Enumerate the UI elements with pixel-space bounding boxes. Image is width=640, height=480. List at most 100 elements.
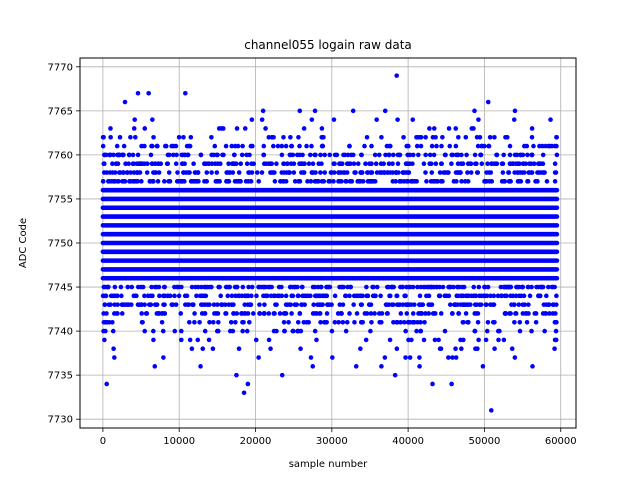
data-point: [482, 284, 488, 290]
y-tick-label: 7750: [48, 239, 73, 250]
data-point: [256, 179, 262, 184]
data-point: [459, 346, 464, 352]
data-point: [426, 284, 431, 290]
data-point: [351, 293, 357, 299]
data-point: [203, 293, 209, 299]
data-point: [306, 319, 311, 325]
data-point: [240, 328, 245, 334]
data-point: [349, 179, 355, 184]
data-point: [263, 284, 268, 290]
data-point: [473, 311, 479, 316]
data-point: [191, 302, 196, 307]
data-point: [248, 302, 254, 307]
data-point: [347, 293, 352, 299]
data-point: [126, 152, 132, 158]
data-point: [390, 161, 395, 167]
data-point: [465, 161, 471, 167]
data-point: [227, 170, 233, 175]
data-point: [362, 311, 368, 316]
data-point: [550, 311, 556, 316]
data-point: [179, 179, 185, 184]
data-point: [172, 328, 178, 334]
data-point: [200, 346, 206, 352]
data-point: [332, 293, 338, 299]
data-point: [344, 319, 350, 325]
data-point: [429, 302, 435, 307]
data-point: [261, 143, 267, 149]
data-point: [455, 152, 461, 158]
data-point: [135, 284, 141, 290]
data-point: [364, 134, 370, 140]
data-point: [229, 302, 234, 307]
data-point: [308, 355, 314, 360]
data-point: [275, 143, 281, 149]
data-point: [536, 293, 541, 299]
data-point: [491, 293, 497, 299]
data-point: [355, 179, 360, 184]
data-point: [112, 284, 118, 290]
data-point: [450, 152, 456, 158]
data-point: [414, 143, 420, 149]
data-point: [232, 143, 238, 149]
data-point: [464, 152, 469, 158]
data-point: [148, 302, 153, 307]
data-point: [216, 284, 221, 290]
data-point: [369, 143, 374, 149]
data-point: [128, 134, 133, 140]
data-point: [393, 170, 399, 175]
data-point: [395, 161, 401, 167]
data-point: [240, 143, 245, 149]
data-point: [324, 311, 330, 316]
data-point: [328, 170, 334, 175]
data-point: [158, 161, 164, 167]
data-point: [281, 319, 287, 325]
data-point: [536, 161, 541, 167]
data-point: [340, 284, 345, 290]
data-point: [220, 126, 226, 131]
data-point: [402, 293, 408, 299]
data-point: [446, 126, 452, 131]
data-point: [373, 293, 378, 299]
data-point: [358, 302, 364, 307]
data-point: [484, 328, 490, 334]
data-point: [451, 284, 456, 290]
data-point: [404, 311, 410, 316]
data-point: [414, 328, 419, 334]
data-point: [461, 319, 466, 325]
data-point: [285, 161, 290, 167]
data-point: [283, 302, 289, 307]
data-point: [390, 302, 396, 307]
data-point: [341, 152, 346, 158]
data-point: [298, 346, 303, 352]
data-point: [351, 302, 356, 307]
data-point: [418, 284, 424, 290]
data-point: [442, 328, 448, 334]
data-point: [176, 134, 182, 140]
data-point: [327, 152, 332, 158]
y-tick-label: 7755: [48, 194, 73, 205]
data-point: [240, 284, 246, 290]
data-point-band: [100, 249, 560, 255]
data-point-outlier: [183, 90, 188, 96]
data-point: [256, 355, 261, 360]
data-point: [434, 179, 440, 184]
data-points: [100, 73, 560, 413]
data-point-band: [100, 258, 560, 263]
data-point: [103, 328, 108, 334]
data-point: [125, 284, 131, 290]
data-point: [540, 284, 546, 290]
data-point: [101, 284, 107, 290]
y-tick-label: 7770: [48, 62, 73, 73]
data-point: [406, 337, 411, 343]
data-point: [531, 143, 536, 149]
data-point: [297, 152, 302, 158]
data-point: [134, 293, 139, 299]
data-point: [165, 161, 171, 167]
data-point: [352, 170, 358, 175]
data-point: [517, 319, 523, 325]
data-point: [231, 161, 236, 167]
data-point: [363, 337, 369, 343]
data-point: [431, 152, 437, 158]
data-point: [460, 161, 466, 167]
data-point: [476, 284, 482, 290]
